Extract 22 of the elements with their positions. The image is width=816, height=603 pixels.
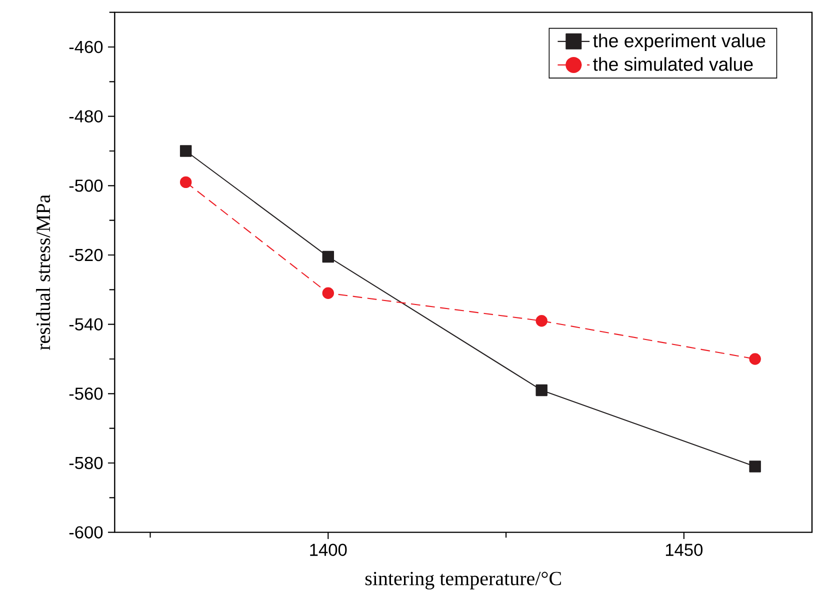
y-tick-label: -580: [69, 456, 103, 470]
point: [536, 315, 548, 327]
y-tick-label: -460: [69, 40, 103, 54]
x-axis-title: sintering temperature/°C: [365, 572, 561, 590]
legend-label: the simulated value: [593, 57, 753, 71]
point: [536, 384, 548, 396]
y-tick-label: -560: [69, 388, 103, 400]
y-tick-label: -600: [69, 526, 103, 538]
y-axis-title: residual stress/MPa: [36, 194, 50, 350]
x-tick-label: 1400: [310, 544, 347, 556]
point: [749, 353, 761, 365]
point: [180, 176, 192, 188]
point: [322, 287, 334, 299]
y-tick-label: -540: [69, 318, 103, 330]
y-tick-label: -480: [69, 110, 103, 122]
point: [322, 250, 334, 263]
y-tick-label: -520: [69, 248, 103, 262]
legend-label: the experiment value: [593, 34, 766, 52]
x-tick-label: 1450: [666, 544, 703, 556]
y-tick-label: -500: [69, 180, 103, 192]
point: [180, 145, 192, 157]
point: [749, 460, 761, 472]
